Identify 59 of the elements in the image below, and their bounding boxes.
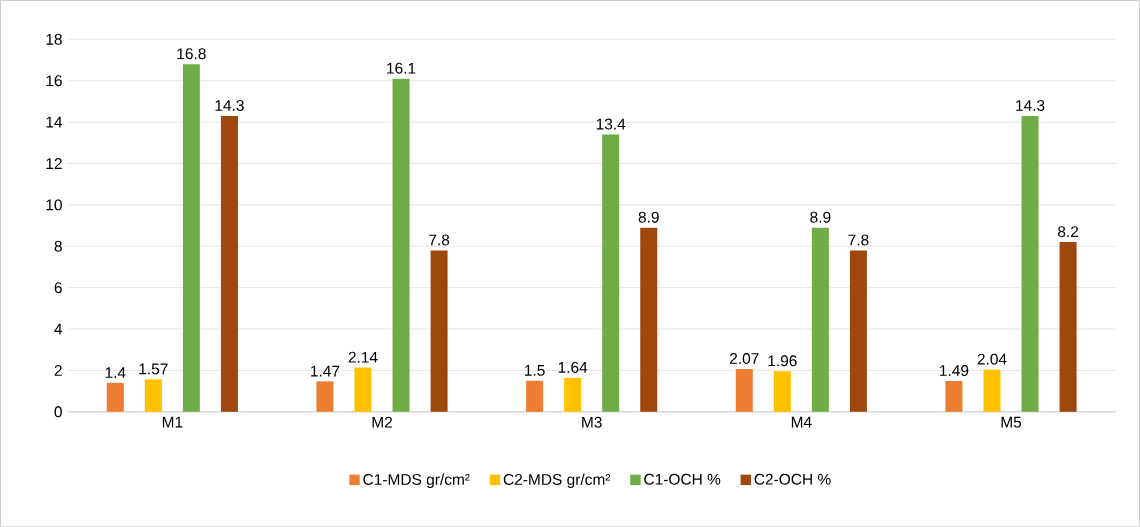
data-label: 1.57 <box>139 363 168 375</box>
y-tick-label: 12 <box>46 157 62 169</box>
data-label: 8.9 <box>638 211 659 223</box>
y-tick-label: 16 <box>46 75 62 87</box>
y-tick-label: 8 <box>54 240 62 252</box>
x-tick-label: M5 <box>1001 416 1022 428</box>
bar <box>849 250 867 412</box>
y-tick-label: 0 <box>54 406 62 418</box>
data-label: 7.8 <box>848 234 869 246</box>
bar <box>354 367 372 412</box>
bar <box>106 382 124 412</box>
data-label: 14.3 <box>215 99 244 111</box>
data-label: 2.07 <box>729 352 759 364</box>
x-tick-label: M1 <box>162 416 183 428</box>
x-tick-label: M3 <box>582 416 602 428</box>
y-tick-label: 10 <box>46 199 62 211</box>
data-label: 1.96 <box>768 355 797 367</box>
bar <box>392 78 410 412</box>
bar <box>1021 115 1039 412</box>
data-label: 1.5 <box>525 364 545 376</box>
data-label: 13.4 <box>596 118 626 130</box>
data-label: 2.04 <box>977 353 1007 365</box>
bar <box>602 134 620 412</box>
bar <box>316 381 334 412</box>
bar <box>1059 241 1077 412</box>
y-tick-label: 18 <box>46 33 62 45</box>
legend-label: C2-MDS gr/cm² <box>503 473 611 488</box>
data-label: 8.2 <box>1057 226 1079 237</box>
bar <box>811 227 829 412</box>
data-label: 1.47 <box>311 365 340 377</box>
data-label: 8.9 <box>810 211 831 223</box>
bar <box>945 380 963 412</box>
bar <box>773 371 791 412</box>
legend-label: C2-OCH % <box>754 473 831 485</box>
y-tick-label: 2 <box>54 364 62 376</box>
x-tick-label: M4 <box>791 416 812 428</box>
y-tick-label: 14 <box>46 116 63 128</box>
bar <box>144 379 162 412</box>
data-label: 16.1 <box>387 62 416 74</box>
data-label: 7.8 <box>429 234 450 246</box>
legend-label: C1-OCH % <box>644 473 721 485</box>
data-label: 1.64 <box>558 361 588 373</box>
data-label: 2.14 <box>348 351 378 363</box>
bar <box>983 369 1001 412</box>
legend-label: C1-MDS gr/cm² <box>363 473 470 488</box>
bar <box>735 368 753 412</box>
bar <box>182 63 200 412</box>
x-tick-label: M2 <box>372 416 392 428</box>
data-label: 16.8 <box>177 48 206 60</box>
data-label: 14.3 <box>1016 99 1045 111</box>
bar <box>430 250 448 412</box>
data-label: 1.49 <box>940 364 969 376</box>
y-tick-label: 6 <box>54 282 62 293</box>
data-label: 1.4 <box>105 367 126 378</box>
y-tick-label: 4 <box>54 323 63 335</box>
bar <box>220 115 238 412</box>
bar <box>526 380 544 412</box>
bar <box>564 377 582 412</box>
bar <box>640 227 658 412</box>
